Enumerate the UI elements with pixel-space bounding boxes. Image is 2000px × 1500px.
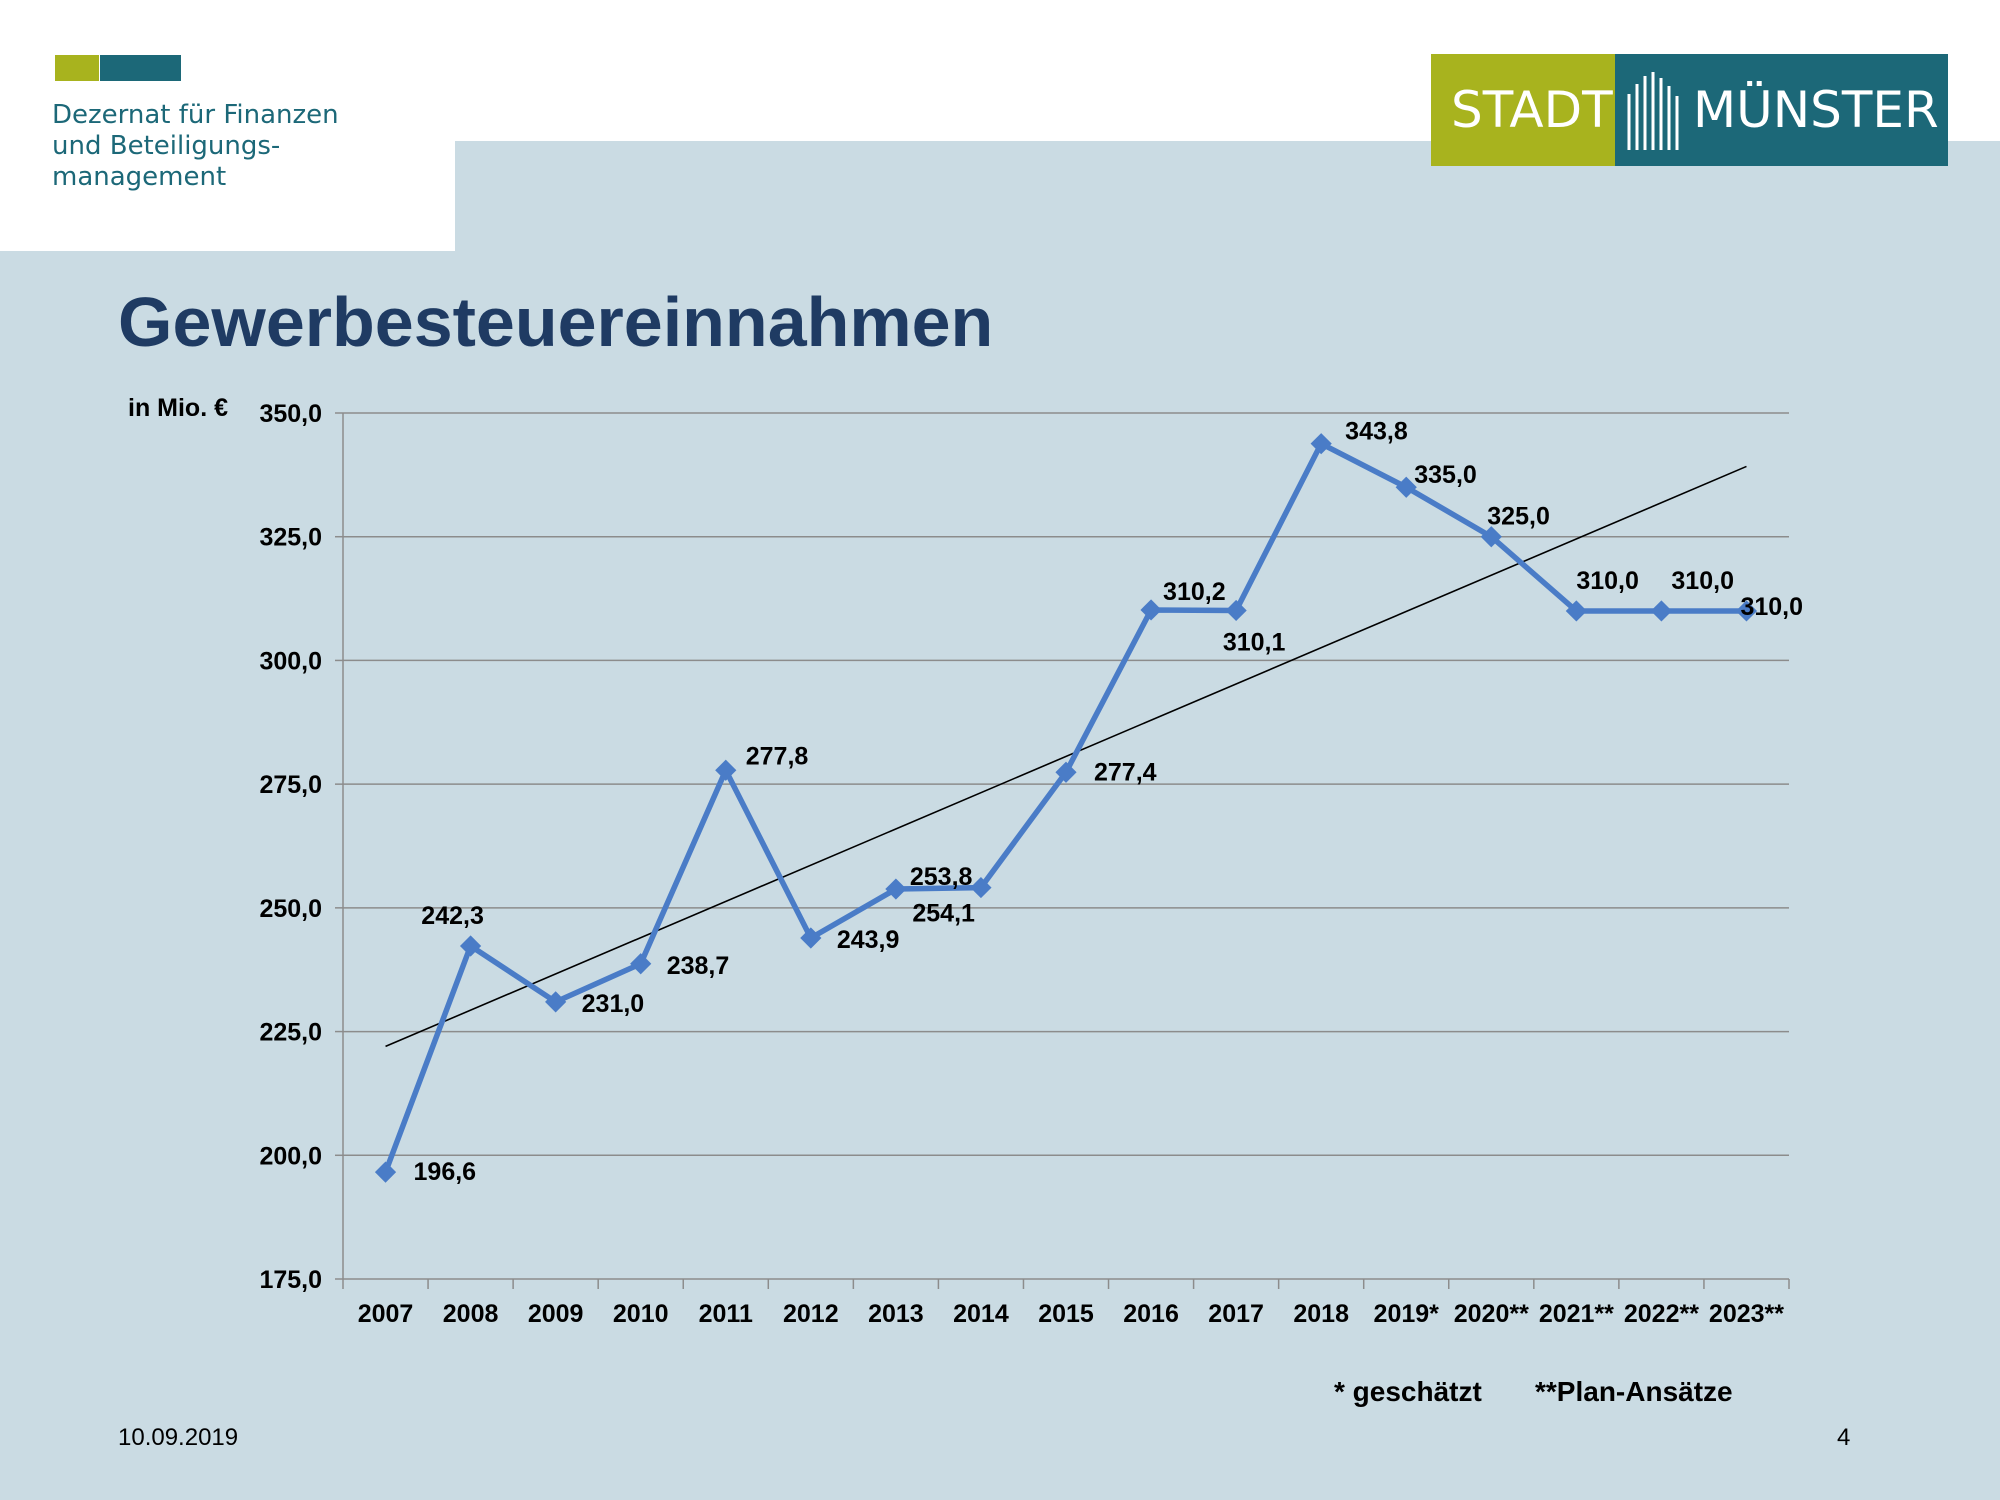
x-tick-label: 2020** xyxy=(1454,1300,1529,1328)
data-point xyxy=(1140,599,1162,621)
data-point xyxy=(1225,599,1247,622)
data-point xyxy=(1735,600,1758,622)
x-tick-label: 2012 xyxy=(783,1300,839,1328)
x-tick-label: 2013 xyxy=(868,1300,924,1328)
data-label: 310,2 xyxy=(1163,578,1226,606)
tick-labels: 350,0 325,0 300,0 275,0 250,0 225,0 200,0 175,0… xyxy=(259,400,1784,1328)
y-tick-label: 175,0 xyxy=(259,1266,322,1294)
data-label: 310,0 xyxy=(1671,567,1734,595)
data-label: 310,0 xyxy=(1576,567,1639,595)
data-point xyxy=(1310,433,1332,455)
data-point xyxy=(545,991,567,1013)
data-label: 254,1 xyxy=(912,900,975,928)
page-title: Gewerbesteuereinnahmen xyxy=(118,283,994,361)
y-tick-label: 350,0 xyxy=(259,400,322,428)
y-tick-label: 325,0 xyxy=(259,524,322,552)
x-tick-label: 2017 xyxy=(1208,1300,1264,1328)
logo-word-stadt: STADT xyxy=(1451,81,1613,139)
x-tick-label: 2021** xyxy=(1539,1300,1614,1328)
data-point xyxy=(885,878,907,900)
data-label: 277,8 xyxy=(746,742,809,770)
x-tick-label: 2011 xyxy=(699,1300,753,1328)
y-tick-label: 250,0 xyxy=(259,895,322,923)
data-label: 238,7 xyxy=(667,952,730,980)
stadt-muenster-logo: STADT MÜNSTER xyxy=(1431,54,1948,166)
data-label: 253,8 xyxy=(910,863,973,891)
department-line-1: Dezernat für Finanzen xyxy=(52,100,339,130)
x-tick-label: 2015 xyxy=(1038,1300,1094,1328)
x-tick-label: 2019* xyxy=(1374,1300,1440,1328)
note-planned: **Plan-Ansätze xyxy=(1535,1376,1733,1407)
data-label: 231,0 xyxy=(582,990,645,1018)
data-label: 325,0 xyxy=(1487,503,1550,531)
x-tick-label: 2010 xyxy=(613,1300,669,1328)
x-tick-label: 2018 xyxy=(1293,1300,1349,1328)
header-corner xyxy=(0,0,455,251)
x-tick-label: 2014 xyxy=(953,1300,1009,1328)
data-label: 242,3 xyxy=(421,902,484,930)
trendline-layer xyxy=(385,465,1747,1048)
data-point xyxy=(1055,761,1077,783)
data-point xyxy=(630,953,652,975)
page-number: 4 xyxy=(1837,1424,1851,1451)
data-label: 335,0 xyxy=(1414,461,1477,489)
data-label: 310,1 xyxy=(1223,628,1286,656)
background-panel xyxy=(0,141,2000,1500)
department-name: Dezernat für Finanzen und Beteiligungs- … xyxy=(52,100,339,193)
data-point xyxy=(374,1161,397,1183)
data-point xyxy=(1480,526,1502,548)
department-color-bar-green xyxy=(55,55,99,81)
x-tick-label: 2023** xyxy=(1709,1300,1784,1328)
x-tick-label: 2022** xyxy=(1624,1300,1699,1328)
data-label: 310,0 xyxy=(1740,593,1803,621)
note-estimated: * geschätzt xyxy=(1334,1376,1482,1407)
logo-left-block xyxy=(1431,54,1615,166)
y-axis-label: in Mio. € xyxy=(128,394,228,422)
department-line-3: management xyxy=(52,162,227,192)
y-tick-label: 200,0 xyxy=(259,1142,322,1170)
data-point xyxy=(459,935,482,957)
city-emblem-icon xyxy=(1627,72,1679,150)
x-tick-label: 2009 xyxy=(528,1300,584,1328)
trendline xyxy=(385,465,1747,1048)
data-label: 343,8 xyxy=(1345,418,1408,446)
data-label: 243,9 xyxy=(837,926,900,954)
gridlines xyxy=(343,412,1789,1157)
footer-date: 10.09.2019 xyxy=(118,1424,239,1451)
data-point xyxy=(1565,600,1587,622)
x-tick-label: 2007 xyxy=(358,1300,414,1328)
data-point xyxy=(1650,600,1673,622)
x-tick-label: 2016 xyxy=(1123,1300,1179,1328)
data-labels: 196,6 242,3 231,0 238,7 277,8 243,9 253,8 254,1… xyxy=(414,418,1804,1186)
y-tick-label: 275,0 xyxy=(259,771,322,799)
department-line-2: und Beteiligungs- xyxy=(52,131,281,161)
data-point xyxy=(800,927,822,949)
logo-word-muenster: MÜNSTER xyxy=(1693,81,1939,139)
department-color-bar-teal xyxy=(100,55,181,81)
series-layer xyxy=(374,433,1758,1183)
data-point xyxy=(715,759,737,781)
data-point xyxy=(970,876,992,899)
data-label: 277,4 xyxy=(1094,758,1157,786)
axes xyxy=(335,412,1790,1289)
y-tick-label: 300,0 xyxy=(259,647,322,675)
data-label: 196,6 xyxy=(414,1158,477,1186)
x-tick-label: 2008 xyxy=(443,1300,499,1328)
y-tick-label: 225,0 xyxy=(259,1019,322,1047)
